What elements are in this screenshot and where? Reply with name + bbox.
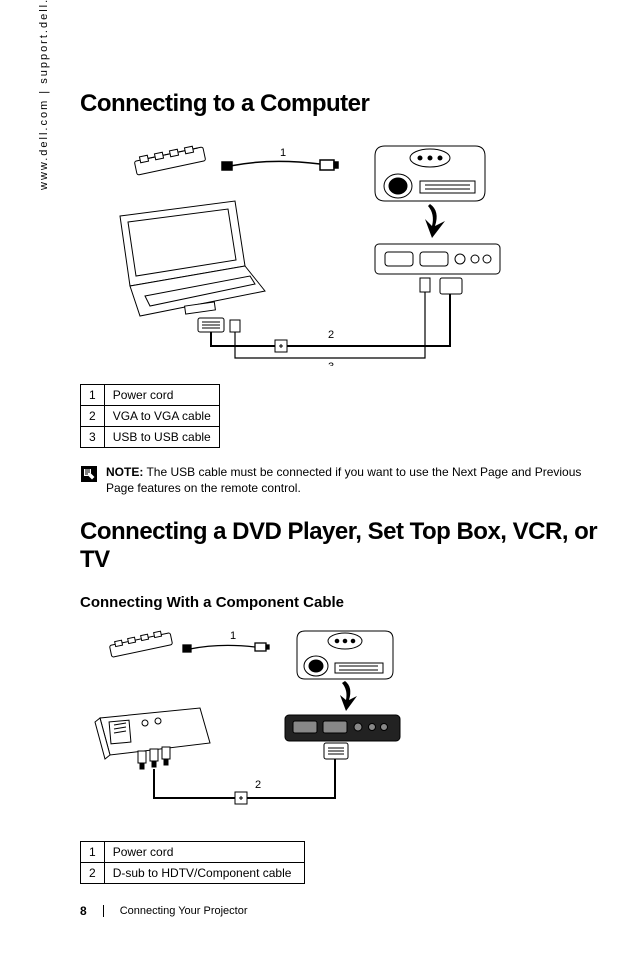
table-row: 1 Power cord (81, 385, 220, 406)
page-number: 8 (80, 904, 87, 918)
note-block: NOTE: The USB cable must be connected if… (80, 464, 600, 496)
footer-divider (103, 905, 104, 917)
diagram-component-connection: 1 (80, 623, 600, 823)
heading-connecting-computer: Connecting to a Computer (80, 90, 600, 118)
table-row: 1 Power cord (81, 842, 305, 863)
diagram-computer-connection: 1 (80, 136, 600, 366)
heading-connecting-dvd: Connecting a DVD Player, Set Top Box, VC… (80, 518, 600, 574)
page-footer: 8 Connecting Your Projector (80, 904, 248, 918)
legend-label: Power cord (104, 842, 304, 863)
diagram-label-2: 2 (328, 329, 334, 341)
legend-num: 1 (81, 842, 105, 863)
page-content: Connecting to a Computer 1 (80, 90, 600, 900)
diagram2-label-2: 2 (255, 779, 261, 791)
legend-table-1: 1 Power cord 2 VGA to VGA cable 3 USB to… (80, 384, 220, 448)
legend-label: Power cord (104, 385, 219, 406)
legend-label: USB to USB cable (104, 427, 219, 448)
legend-num: 2 (81, 863, 105, 884)
legend-label: VGA to VGA cable (104, 406, 219, 427)
legend-label: D-sub to HDTV/Component cable (104, 863, 304, 884)
diagram-label-1: 1 (280, 147, 286, 159)
table-row: 2 D-sub to HDTV/Component cable (81, 863, 305, 884)
table-row: 2 VGA to VGA cable (81, 406, 220, 427)
table-row: 3 USB to USB cable (81, 427, 220, 448)
sidebar-url-text: www.dell.com | support.dell.com (38, 0, 50, 190)
legend-num: 3 (81, 427, 105, 448)
diagram-label-3: 3 (328, 361, 334, 366)
footer-title: Connecting Your Projector (120, 905, 248, 917)
diagram2-label-1: 1 (230, 630, 236, 642)
note-prefix: NOTE: (106, 465, 143, 479)
legend-num: 1 (81, 385, 105, 406)
legend-table-2: 1 Power cord 2 D-sub to HDTV/Component c… (80, 841, 305, 884)
subheading-component-cable: Connecting With a Component Cable (80, 594, 600, 611)
note-text: NOTE: The USB cable must be connected if… (106, 464, 600, 496)
note-body: The USB cable must be connected if you w… (106, 465, 581, 495)
note-icon (80, 465, 98, 487)
legend-num: 2 (81, 406, 105, 427)
